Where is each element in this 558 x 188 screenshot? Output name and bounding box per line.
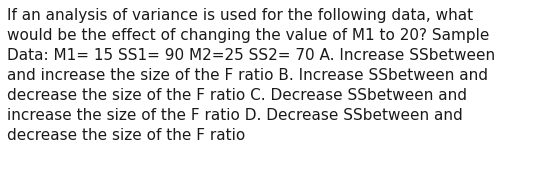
Text: If an analysis of variance is used for the following data, what
would be the eff: If an analysis of variance is used for t… — [7, 8, 496, 143]
